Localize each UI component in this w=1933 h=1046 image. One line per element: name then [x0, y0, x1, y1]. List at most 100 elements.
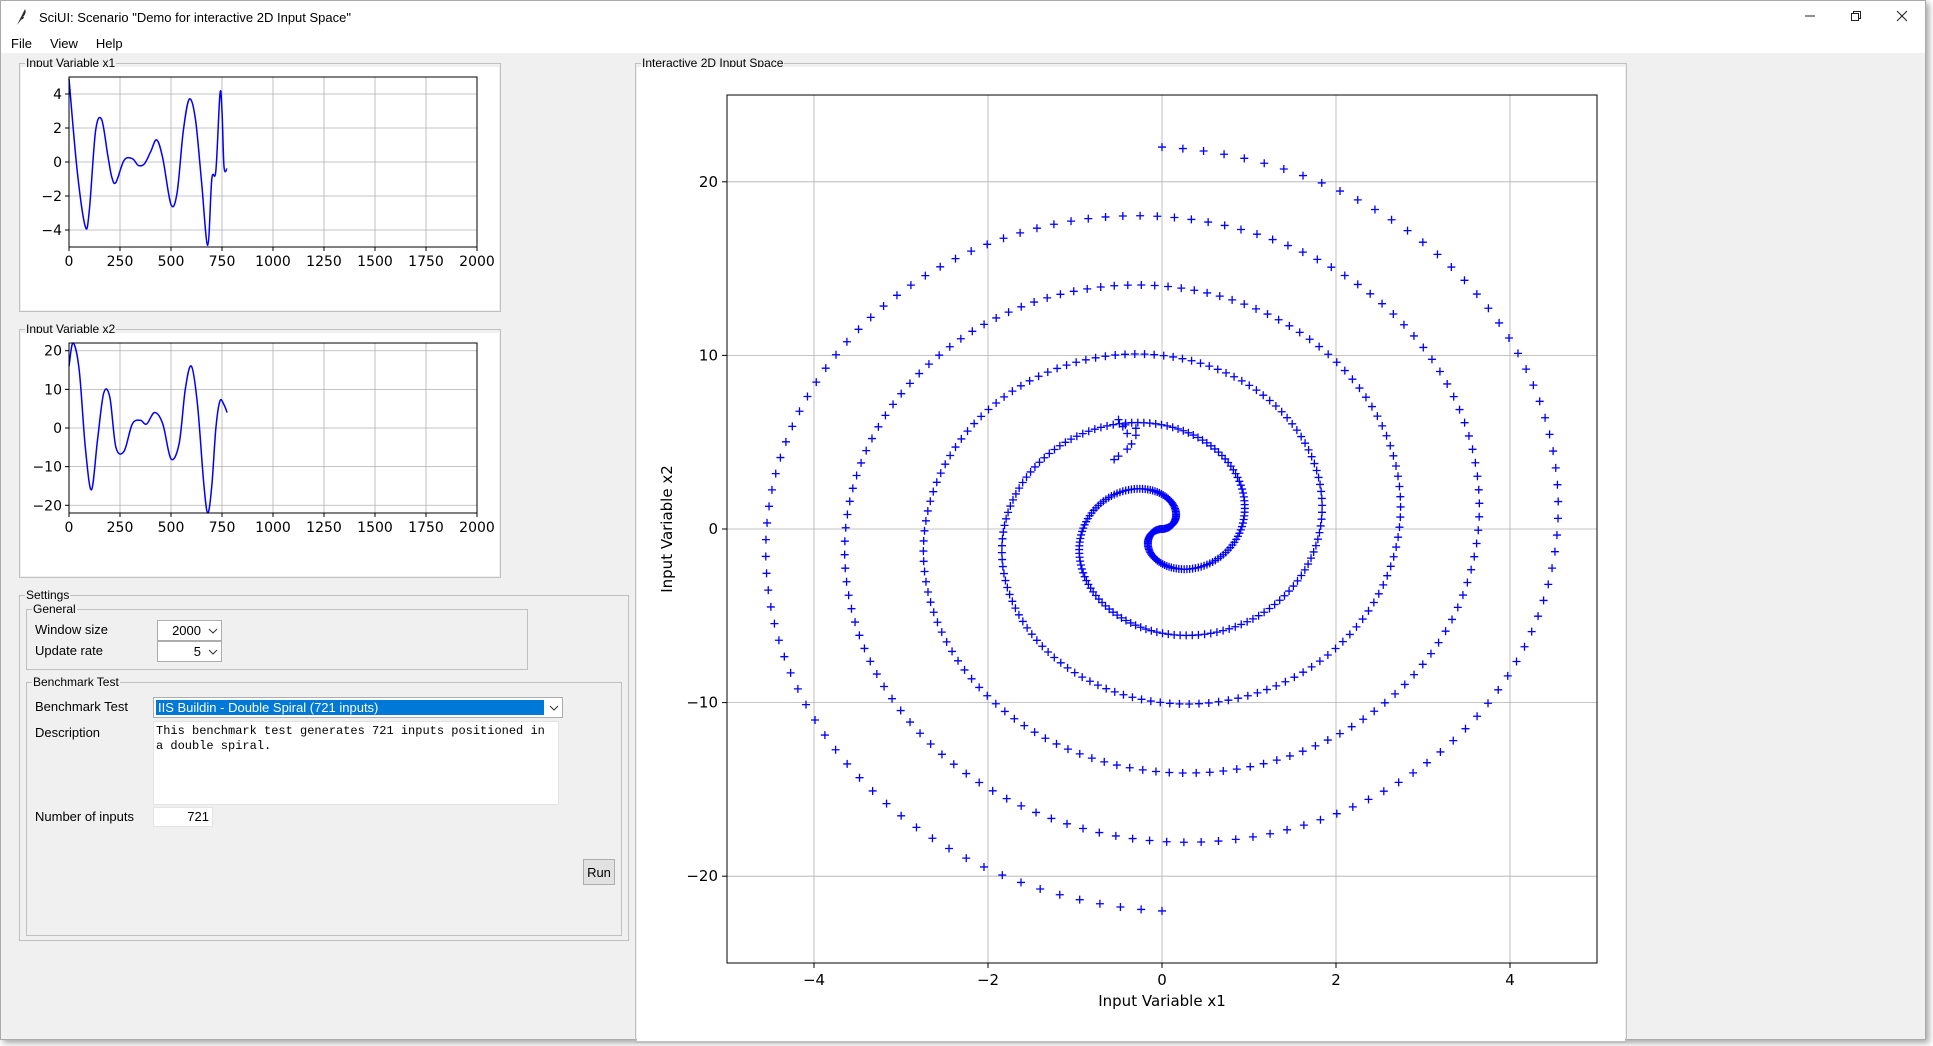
scatter-point	[1228, 295, 1237, 304]
scatter-point	[1049, 220, 1058, 229]
scatter-point	[1017, 801, 1026, 810]
y-tick-label: −4	[41, 223, 62, 239]
scatter-point	[1123, 445, 1132, 454]
scatter-point	[842, 577, 851, 586]
scatter-point	[882, 799, 891, 808]
scatter-point	[1298, 248, 1307, 257]
scatter-point	[867, 434, 876, 443]
scatter-point	[1178, 769, 1187, 778]
scatter-point	[962, 769, 971, 778]
number-of-inputs-field[interactable]: 721	[153, 807, 213, 827]
scatter-point	[1032, 636, 1041, 645]
menu-help[interactable]: Help	[95, 35, 123, 51]
scatter-point	[1151, 419, 1160, 428]
y-tick-label: −20	[32, 498, 62, 514]
scatter-point	[1000, 521, 1009, 530]
x-tick-label: −2	[977, 971, 999, 989]
scatter-point	[1545, 430, 1554, 439]
scatter-point	[1243, 691, 1252, 700]
scatter-point	[1460, 418, 1469, 427]
scatter-point	[1475, 499, 1484, 508]
scatter-point	[1275, 596, 1284, 605]
x-tick-label: 1500	[357, 254, 393, 270]
scatter-point	[1400, 680, 1409, 689]
scatter-point	[905, 379, 914, 388]
close-button[interactable]	[1879, 1, 1925, 33]
scatter-point	[840, 537, 849, 546]
window-size-select[interactable]: 2000	[157, 620, 222, 641]
scatter-point	[1001, 576, 1010, 585]
scatter-point	[1145, 836, 1154, 845]
scatter-point	[1449, 392, 1458, 401]
scatter-point	[1177, 284, 1186, 293]
scatter-point	[1052, 739, 1061, 748]
scatter-point	[1111, 351, 1120, 360]
scatter-point	[912, 823, 921, 832]
scatter-point	[1373, 412, 1382, 421]
x2-plot[interactable]: 0 250 500 750 1000 1250 1500 1750 2000 −20 −10 0 10…	[21, 333, 499, 576]
y-tick-label: 20	[699, 173, 718, 191]
scatter-point	[1232, 765, 1241, 774]
scatter-point	[866, 313, 875, 322]
scatter-point	[1014, 610, 1023, 619]
x1-plot[interactable]: 0 250 500 750 1000 1250 1500 1750 2000 −4 −2 0 2 4	[21, 67, 499, 310]
scatter-point	[1237, 522, 1246, 531]
update-rate-select[interactable]: 5	[157, 641, 222, 662]
scatter-point	[1119, 690, 1128, 699]
y-tick-label: 10	[699, 346, 718, 364]
scatter-point	[932, 478, 941, 487]
scatter-point	[975, 778, 984, 787]
scatter-point	[1118, 211, 1127, 220]
settings-panel: Settings	[19, 589, 629, 941]
scatter-point	[1299, 668, 1308, 677]
scatter-point	[845, 497, 854, 506]
scatter-point	[1095, 828, 1104, 837]
scatter-point	[852, 471, 861, 480]
scatter-point	[1053, 364, 1062, 373]
scatter-point	[868, 786, 877, 795]
scatter-point	[1010, 714, 1019, 723]
scatter-point	[1078, 429, 1087, 438]
scatter-point	[1460, 276, 1469, 285]
scatter-point	[945, 342, 954, 351]
scatter-point	[1236, 525, 1245, 534]
scatter-point	[1076, 557, 1085, 566]
scatter-point	[1550, 547, 1559, 556]
scatter-point	[1240, 154, 1249, 163]
scatter-point	[1077, 564, 1086, 573]
scatter-point	[1554, 514, 1563, 523]
scatter-point	[855, 773, 864, 782]
scatter-point	[1158, 906, 1166, 915]
title-bar[interactable]: SciUI: Scenario "Demo for interactive 2D…	[1, 1, 1925, 33]
scatter-point	[983, 240, 992, 249]
restore-button[interactable]	[1833, 1, 1879, 33]
scatter-point	[1056, 658, 1065, 667]
scatter-point	[1553, 480, 1562, 489]
scatter-point	[1239, 492, 1248, 501]
scatter-point	[1309, 547, 1318, 556]
scatter-point	[999, 569, 1008, 578]
input-space-plot[interactable]: −4 −2 0 2 4 −20 −10 0 10 20 Input Variable x1 In…	[637, 67, 1625, 1041]
run-button[interactable]: Run	[583, 859, 615, 885]
scatter-point	[1366, 289, 1375, 298]
scatter-point	[1178, 144, 1187, 153]
scatter-point	[1110, 455, 1119, 464]
scatter-point	[1083, 284, 1092, 293]
scatter-point	[1272, 756, 1281, 765]
scatter-point	[1096, 423, 1105, 432]
menu-file[interactable]: File	[11, 35, 32, 51]
scatter-point	[1023, 623, 1032, 632]
x-tick-label: 0	[1157, 971, 1167, 989]
update-rate-value: 5	[193, 644, 201, 659]
y-tick-label: 10	[44, 382, 62, 398]
description-textarea[interactable]: This benchmark test generates 721 inputs…	[153, 721, 559, 805]
menu-view[interactable]: View	[49, 35, 78, 51]
minimize-button[interactable]	[1787, 1, 1833, 33]
benchmark-test-select[interactable]: IIS Buildin - Double Spiral (721 inputs)	[153, 697, 563, 718]
x1-plot-svg: 0 250 500 750 1000 1250 1500 1750 2000 −4 −2 0 2 4	[41, 76, 495, 270]
scatter-point	[1464, 431, 1473, 440]
scatter-point	[1236, 481, 1245, 490]
scatter-point	[1131, 424, 1140, 433]
scatter-point	[1000, 392, 1009, 401]
scatter-point	[1313, 255, 1322, 264]
